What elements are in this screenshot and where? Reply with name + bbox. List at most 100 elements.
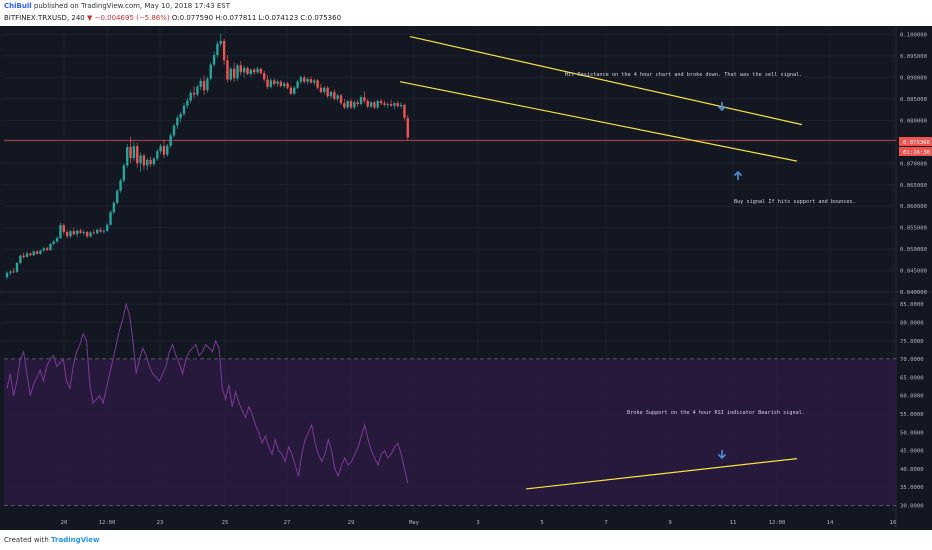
price-tick-label: 0.060000 xyxy=(900,204,927,210)
price-tick-label: 0.090000 xyxy=(900,75,927,81)
candle-body xyxy=(403,104,406,118)
candle-body xyxy=(126,146,129,166)
candle-body xyxy=(15,262,19,272)
time-tick-label: 3 xyxy=(476,520,479,526)
candle-body xyxy=(85,232,89,237)
candles xyxy=(5,33,409,280)
rsi-tick-label: 65.0000 xyxy=(900,375,924,381)
candle-body xyxy=(252,69,256,73)
candle-body xyxy=(29,253,32,256)
candle-body xyxy=(309,79,313,83)
countdown-tag xyxy=(899,147,932,156)
candle-body xyxy=(346,101,349,108)
candle-body xyxy=(186,100,189,106)
candle-body xyxy=(119,180,122,191)
candle-body xyxy=(162,146,166,155)
candle-body xyxy=(65,232,69,237)
drawings xyxy=(399,36,803,490)
candle-body xyxy=(329,91,333,97)
time-tick-label: 9 xyxy=(668,520,671,526)
candle-body xyxy=(39,250,42,254)
rsi-support-trendline[interactable] xyxy=(525,458,798,490)
candle-body xyxy=(42,248,45,251)
candle-body xyxy=(226,60,229,80)
candle-body xyxy=(333,91,336,99)
resistance-annotation: Hit Resistance on the 4 hour chart and b… xyxy=(565,72,802,78)
publish-info: published on TradingView.com, May 10, 20… xyxy=(33,2,231,10)
rsi-annotation: Broke Support on the 4 hour RSI indicato… xyxy=(627,410,805,416)
candle-body xyxy=(293,87,296,94)
candle-body xyxy=(52,241,55,245)
candle-body xyxy=(356,102,359,105)
time-tick-label: 29 xyxy=(348,520,355,526)
candle-body xyxy=(266,79,269,87)
price-change: ▼ −0.004695 (−5.86%) xyxy=(86,14,170,22)
candle-body xyxy=(286,83,289,88)
candle-body xyxy=(142,155,146,166)
candle-body xyxy=(313,80,316,83)
candle-body xyxy=(49,244,52,251)
candle-body xyxy=(69,231,72,237)
last-price-tag xyxy=(899,137,932,146)
resistance-trendline[interactable] xyxy=(409,36,803,126)
candle-body xyxy=(219,40,222,44)
candle-body xyxy=(202,80,206,91)
candle-body xyxy=(102,230,106,232)
candle-body xyxy=(379,101,383,104)
chart-canvas[interactable]: 0.100000 0.095000 0.090000 0.085000 0.080000… xyxy=(0,26,932,530)
candle-body xyxy=(259,68,263,74)
candle-body xyxy=(79,230,82,233)
rsi-tick-label: 55.0000 xyxy=(900,412,924,418)
countdown-label: 01:16:38 xyxy=(903,150,931,156)
buy-annotation: Buy signal If hits support and bounces. xyxy=(734,199,856,205)
candle-body xyxy=(169,135,172,146)
price-tick-label: 0.065000 xyxy=(900,183,927,189)
time-axis: 20 12:00 23 25 27 29 May 3 5 7 9 11 12:00 14 16 xyxy=(61,520,897,526)
price-tick-label: 0.040000 xyxy=(900,290,927,296)
candle-body xyxy=(189,92,192,101)
candle-body xyxy=(159,146,162,152)
candle-body xyxy=(196,86,199,95)
candle-body xyxy=(256,68,259,73)
candle-body xyxy=(363,97,366,102)
candle-body xyxy=(276,81,279,84)
candle-body xyxy=(339,95,343,104)
chart-area[interactable]: 0.100000 0.095000 0.090000 0.085000 0.080000… xyxy=(0,26,932,530)
candle-body xyxy=(25,253,29,257)
candle-body xyxy=(72,231,75,235)
candle-body xyxy=(75,230,79,235)
candle-body xyxy=(129,146,132,159)
rsi-tick-label: 30.0000 xyxy=(900,503,924,509)
candle-body xyxy=(316,80,319,88)
candle-body xyxy=(55,238,59,242)
candle-body xyxy=(22,255,25,257)
candle-body xyxy=(172,125,176,136)
rsi-tick-label: 85.0000 xyxy=(900,302,924,308)
rsi-arrow-down-icon xyxy=(717,450,727,460)
author-link[interactable]: ChiBull xyxy=(4,2,32,10)
publish-line: ChiBull published on TradingView.com, Ma… xyxy=(4,2,230,10)
time-tick-label: 12:00 xyxy=(769,520,786,526)
rsi-axis: 85.0000 80.0000 75.0000 70.0000 65.0000 60.00… xyxy=(900,302,924,509)
price-tick-label: 0.050000 xyxy=(900,247,927,253)
candle-body xyxy=(396,103,399,107)
support-trendline[interactable] xyxy=(399,81,798,162)
candle-body xyxy=(353,102,356,108)
candle-body xyxy=(149,159,152,165)
chart-header: ChiBull published on TradingView.com, Ma… xyxy=(0,0,932,26)
candle-body xyxy=(279,81,283,86)
candle-body xyxy=(249,69,253,74)
symbol-label: BITFINEX:TRXUSD, 240 xyxy=(4,14,85,22)
tradingview-logo[interactable]: TradingView xyxy=(51,536,100,544)
candle-body xyxy=(296,81,299,88)
price-tick-label: 0.045000 xyxy=(900,269,927,275)
candle-body xyxy=(289,87,293,94)
candle-body xyxy=(9,271,12,273)
price-tick-label: 0.100000 xyxy=(900,32,927,38)
candle-body xyxy=(336,95,339,99)
candle-body xyxy=(349,101,353,108)
time-tick-label: 16 xyxy=(890,520,897,526)
candle-body xyxy=(206,78,209,91)
candle-body xyxy=(152,158,156,165)
candle-body xyxy=(59,225,62,239)
